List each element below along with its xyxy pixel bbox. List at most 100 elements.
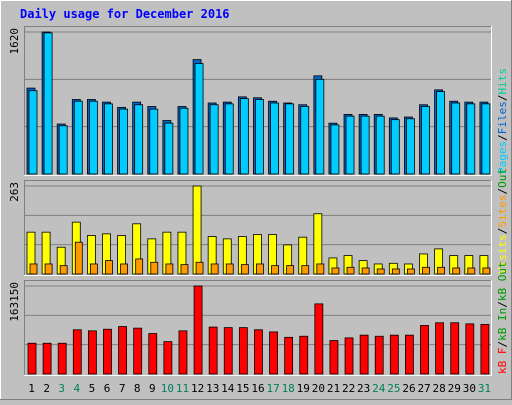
x-tick-label: 28: [433, 382, 446, 395]
bar-files: [88, 100, 98, 175]
x-tick-label: 2: [43, 382, 50, 395]
bar-kbf: [254, 329, 263, 375]
x-tick-label: 18: [282, 382, 295, 395]
bar-files: [270, 102, 279, 175]
x-tick-label: 12: [191, 382, 204, 395]
bar-kbf: [103, 328, 112, 375]
bar-kbf: [284, 336, 294, 375]
bar-kbf: [314, 303, 324, 375]
x-tick-label: 15: [236, 382, 249, 395]
x-tick-label: 19: [297, 382, 310, 395]
x-tick-label: 30: [463, 382, 476, 395]
legend-item: Files: [496, 101, 509, 134]
bar-files: [239, 98, 249, 175]
bar-sites: [120, 263, 128, 275]
bar-files: [390, 119, 400, 175]
bar-sites: [286, 265, 295, 275]
bar-files: [315, 78, 325, 175]
x-tick-labels: 1 2 3 4 5 6 7 8 9 10 11 12 13 14 15 16 17 18 19 20 21 22 23 24 2…: [28, 382, 491, 395]
legend-item: /: [496, 95, 509, 102]
x-tick-label: 7: [119, 382, 126, 395]
bar-files: [224, 103, 234, 175]
x-tick-label: 8: [134, 382, 141, 395]
bar-files: [134, 104, 144, 175]
bar-sites: [361, 267, 370, 275]
x-tick-label: 1: [28, 382, 35, 395]
bar-files: [119, 108, 128, 175]
bar-files: [194, 63, 204, 175]
bar-kbf: [87, 330, 97, 375]
bar-sites: [210, 263, 219, 275]
x-tick-label: 22: [342, 382, 355, 395]
legend-item: /: [496, 188, 509, 195]
bar-kbf: [223, 327, 233, 375]
bar-sites: [29, 263, 38, 275]
bar-files: [209, 104, 219, 175]
chart-title: Daily usage for December 2016: [20, 7, 230, 21]
legend-item: Pages: [496, 141, 509, 174]
bar-kbf: [374, 335, 384, 375]
bar-files: [466, 103, 476, 175]
bar-files: [104, 103, 113, 175]
bar-sites: [105, 260, 113, 275]
bar-sites: [422, 266, 430, 275]
bar-kbf: [178, 330, 188, 375]
legend-middle: Visits/Sites/Out: [496, 168, 509, 274]
bar-sites: [316, 263, 325, 275]
bar-sites: [150, 261, 159, 275]
x-tick-label: 9: [149, 382, 156, 395]
x-tick-label: 29: [448, 382, 461, 395]
bar-files: [421, 106, 430, 175]
bar-kbf: [238, 327, 248, 375]
bar-kbf: [118, 326, 127, 375]
bar-kbf: [42, 342, 52, 375]
bar-sites: [44, 263, 53, 275]
bar-sites: [135, 258, 144, 275]
bar-sites: [467, 267, 476, 275]
bar-sites: [240, 264, 249, 275]
bar-files: [285, 103, 295, 175]
x-tick-label: 20: [312, 382, 325, 395]
bar-files: [58, 125, 68, 175]
bar-sites: [195, 261, 204, 275]
legend-item: /: [496, 301, 509, 308]
legend-item: /: [496, 134, 509, 141]
y-axis-max-label-middle: 263: [8, 182, 21, 202]
bar-kbf: [405, 334, 414, 375]
bar-files: [345, 115, 355, 175]
bar-kbf: [389, 334, 399, 375]
x-tick-label: 5: [89, 382, 96, 395]
bar-files: [164, 122, 174, 175]
bar-kbf: [359, 334, 369, 375]
bar-sites: [482, 267, 491, 275]
legend-item: kB Out: [496, 261, 509, 301]
x-tick-label: 27: [417, 382, 430, 395]
x-tick-label: 6: [104, 382, 111, 395]
bar-files: [360, 115, 370, 175]
bar-files: [375, 115, 385, 175]
bar-kbf: [299, 335, 309, 375]
bar-files: [300, 106, 310, 175]
bar-files: [436, 91, 446, 175]
bar-kbf: [27, 342, 37, 375]
bar-kbf: [435, 322, 445, 375]
bar-files: [43, 32, 53, 175]
bar-sites: [437, 266, 446, 275]
legend-item: Hits: [496, 68, 509, 95]
x-tick-label: 14: [221, 382, 235, 395]
legend-item: Visits: [496, 234, 509, 274]
x-tick-label: 13: [206, 382, 219, 395]
bar-sites: [301, 265, 310, 275]
x-tick-label: 26: [402, 382, 415, 395]
bar-sites: [376, 268, 385, 275]
y-axis-max-label-bottom: 163150: [8, 282, 21, 322]
bar-sites: [331, 267, 340, 275]
x-tick-label: 25: [387, 382, 400, 395]
x-tick-label: 21: [327, 382, 340, 395]
bar-kbf: [193, 285, 203, 375]
bar-kbf: [450, 322, 460, 375]
legend-item: Sites: [496, 195, 509, 228]
bar-kbf: [480, 323, 490, 375]
